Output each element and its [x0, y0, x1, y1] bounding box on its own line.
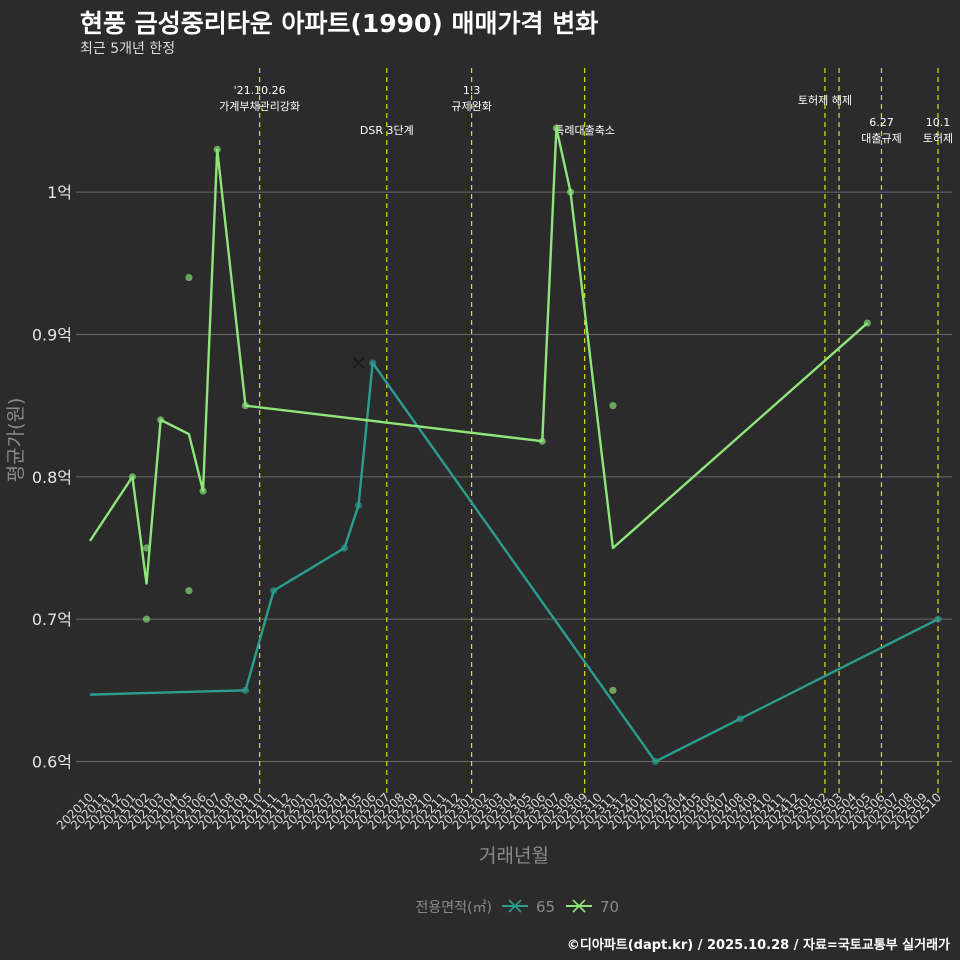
legend-key-cross — [508, 899, 522, 913]
y-tick-label: 0.8억 — [32, 468, 72, 487]
grid-lines — [76, 191, 952, 763]
data-series — [88, 124, 942, 766]
legend-item: 65 — [502, 898, 555, 916]
data-point — [354, 501, 363, 509]
legend: 전용면적(㎡) 65 70 — [416, 898, 620, 916]
x-axis-ticks: 2020102020112020122021012021022021032021… — [54, 790, 944, 832]
chart-subtitle: 최근 5개년 한정 — [80, 41, 176, 57]
legend-key-cross — [572, 899, 586, 913]
x-axis-label: 거래년월 — [479, 845, 549, 867]
data-point — [609, 686, 617, 694]
data-point — [270, 587, 278, 595]
legend-item: 70 — [566, 898, 619, 916]
data-point — [185, 273, 193, 282]
data-point — [142, 615, 151, 623]
event-label: 대출규제 — [861, 132, 901, 145]
series-line-70 — [88, 126, 869, 585]
y-axis-label: 평균가(원) — [5, 398, 27, 483]
event-label: 1.3 — [463, 84, 481, 97]
legend-title: 전용면적(㎡) — [416, 900, 492, 916]
data-point — [736, 715, 744, 723]
data-point — [369, 359, 377, 367]
data-point — [552, 124, 561, 132]
event-label: 10.1 — [926, 116, 951, 129]
event-label: 가계부채관리강화 — [219, 100, 300, 113]
series-line-65 — [89, 361, 939, 763]
data-point — [128, 473, 136, 481]
source-caption: ©디아파트(dapt.kr) / 2025.10.28 / 자료=국토교통부 실… — [566, 938, 950, 953]
data-point — [142, 544, 151, 552]
legend-label: 70 — [600, 898, 619, 916]
event-label: '21.10.26 — [234, 84, 286, 97]
data-point — [185, 587, 193, 595]
y-tick-label: 0.7억 — [32, 610, 72, 629]
event-label: 6.27 — [869, 116, 894, 129]
data-point — [934, 615, 942, 623]
event-label: DSR 3단계 — [360, 124, 414, 137]
event-label: 토허제 해제 — [798, 93, 852, 107]
data-point — [651, 757, 659, 766]
data-point — [609, 402, 617, 410]
data-point — [863, 319, 871, 327]
data-point — [199, 487, 207, 495]
data-point — [213, 145, 221, 154]
y-tick-label: 1억 — [47, 183, 72, 202]
data-point — [340, 544, 348, 552]
data-point — [241, 686, 250, 694]
y-tick-label: 0.9억 — [32, 325, 72, 344]
legend-label: 65 — [536, 898, 555, 916]
data-point — [157, 416, 165, 424]
event-label: 특례대출축소 — [554, 124, 615, 137]
data-point — [538, 437, 546, 445]
cross-marker — [352, 356, 365, 370]
y-axis-ticks: 0.6억 0.7억 0.8억 0.9억 1억 — [32, 183, 72, 771]
chart-title: 현풍 금성중리타운 아파트(1990) 매매가격 변화 — [80, 9, 599, 38]
data-point — [566, 188, 575, 196]
event-label: 토허제 — [923, 132, 953, 145]
y-tick-label: 0.6억 — [32, 753, 72, 772]
data-point — [241, 402, 250, 410]
event-label: 규제완화 — [451, 100, 491, 113]
